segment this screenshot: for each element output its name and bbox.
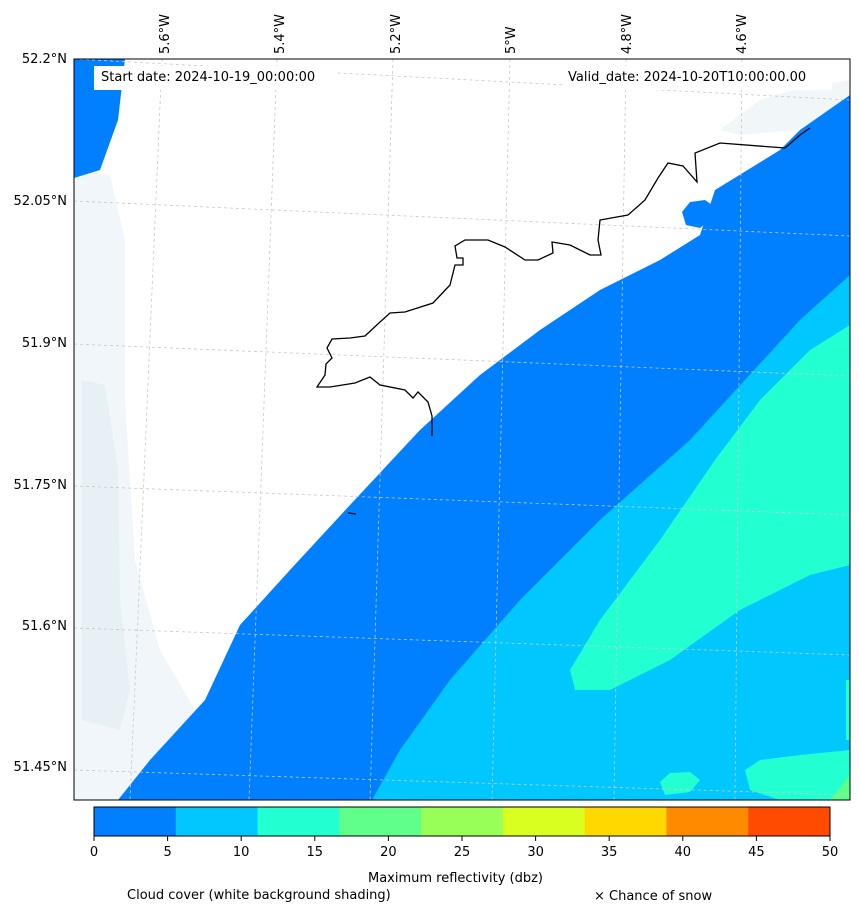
coastline-east <box>784 127 811 149</box>
lon-label: 5.4°W <box>273 13 288 54</box>
band-15-20-south <box>745 750 850 800</box>
lat-label: 51.45°N <box>13 760 67 775</box>
lat-label: 52.2°N <box>21 52 67 67</box>
cloud-shading-inner <box>82 380 130 730</box>
coastline <box>315 142 786 436</box>
colorbar-swatch <box>502 807 586 836</box>
colorbar-tick-label: 45 <box>748 845 765 860</box>
lat-label: 52.05°N <box>13 194 67 209</box>
colorbar-tick-label: 40 <box>674 845 692 860</box>
gridlines <box>74 59 850 800</box>
colorbar-tick-label: 10 <box>232 845 250 860</box>
snow-note: × Chance of snow <box>594 889 713 904</box>
colorbar-tick-label: 25 <box>453 845 471 860</box>
colorbar-title: Maximum reflectivity (dbz) <box>368 871 543 886</box>
colorbar <box>93 806 831 841</box>
lat-label: 51.75°N <box>13 478 67 493</box>
band-10-15 <box>372 275 850 800</box>
colorbar-tick-label: 5 <box>163 845 172 860</box>
colorbar-swatch <box>584 807 667 836</box>
band-15-20-edge <box>846 680 850 740</box>
colorbar-tick-label: 35 <box>600 845 618 860</box>
colorbar-swatch <box>257 807 340 836</box>
colorbar-swatch <box>421 807 504 836</box>
island <box>682 200 712 228</box>
colorbar-tick-label: 0 <box>89 845 99 860</box>
start-label-box <box>94 66 336 90</box>
colorbar-swatch <box>339 807 422 836</box>
map-panel <box>74 59 850 800</box>
lon-label: 5.6°W <box>158 13 173 54</box>
lon-label: 4.8°W <box>620 13 635 54</box>
map-frame <box>73 58 851 801</box>
lon-label: 5°W <box>504 26 519 54</box>
cloud-cover-note: Cloud cover (white background shading) <box>127 888 391 903</box>
colorbar-swatch <box>748 807 831 836</box>
colorbar-swatch <box>94 807 177 836</box>
lon-label: 5.2°W <box>389 13 404 54</box>
colorbar-swatch <box>175 807 259 836</box>
band-15-20 <box>570 325 850 690</box>
band-20-25-corner <box>830 775 850 800</box>
lat-label: 51.9°N <box>21 336 67 351</box>
valid-label-box <box>562 66 832 90</box>
colorbar-swatch <box>666 807 749 836</box>
colorbar-tick-label: 20 <box>380 845 397 860</box>
lat-label: 51.6°N <box>21 619 67 634</box>
colorbar-tick-label: 15 <box>306 845 324 860</box>
coastline-fragment <box>347 512 357 515</box>
colorbar-tick-label: 50 <box>821 845 839 860</box>
lon-label: 4.6°W <box>735 13 750 54</box>
start-date-label: Start date: 2024-10-19_00:00:00 <box>101 70 316 85</box>
valid-date-label: Valid_date: 2024-10-20T10:00:00.00 <box>568 70 807 85</box>
colorbar-tick-label: 30 <box>527 845 544 860</box>
